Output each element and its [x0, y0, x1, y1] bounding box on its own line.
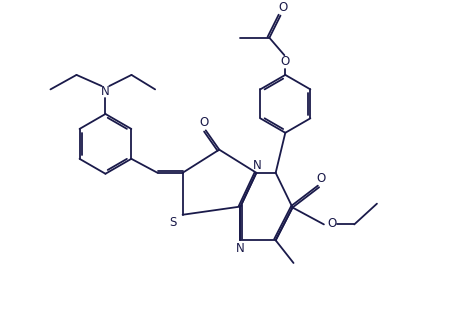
Text: S: S: [169, 216, 176, 229]
Text: O: O: [278, 1, 287, 14]
Text: N: N: [235, 243, 244, 255]
Text: N: N: [253, 158, 261, 172]
Text: O: O: [199, 116, 208, 129]
Text: N: N: [101, 85, 109, 98]
Text: O: O: [327, 217, 336, 230]
Text: O: O: [316, 172, 325, 185]
Text: O: O: [280, 55, 289, 68]
